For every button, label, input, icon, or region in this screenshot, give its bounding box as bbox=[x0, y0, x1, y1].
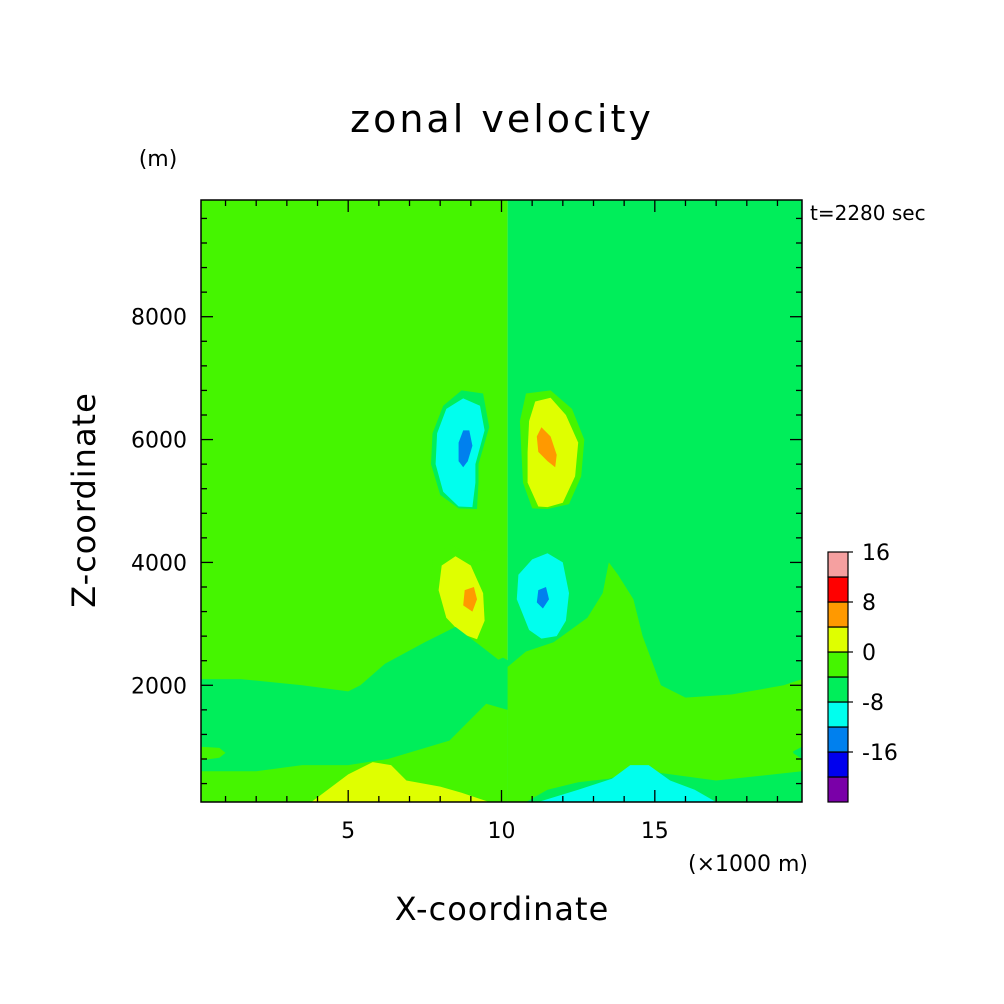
colorbar-swatch bbox=[827, 701, 849, 728]
colorbar-swatch bbox=[827, 676, 849, 703]
colorbar-label: 8 bbox=[862, 591, 876, 616]
colorbar-swatch bbox=[827, 751, 849, 778]
x-tick-label: 10 bbox=[488, 819, 516, 844]
colorbar-swatch bbox=[827, 776, 849, 803]
time-label: t=2280 sec bbox=[810, 201, 926, 225]
x-tick-label: 15 bbox=[641, 819, 669, 844]
colorbar-swatch bbox=[827, 651, 849, 678]
chart-title: zonal velocity bbox=[350, 97, 654, 141]
x-axis-label: X-coordinate bbox=[395, 890, 610, 928]
axis-ticks bbox=[201, 200, 802, 802]
contour-regions bbox=[201, 200, 802, 802]
y-tick-label: 6000 bbox=[131, 429, 187, 454]
contour-region-right-bottom-cyan bbox=[538, 765, 717, 802]
contour-region-upper-left-blue bbox=[458, 430, 473, 468]
colorbar-label: -16 bbox=[862, 741, 898, 766]
axis-tick-labels: 5 10 15 2000 4000 6000 8000 bbox=[131, 306, 669, 844]
colorbar-swatch bbox=[827, 626, 849, 653]
colorbar-label: 16 bbox=[862, 541, 890, 566]
y-tick-label: 8000 bbox=[131, 306, 187, 331]
y-tick-label: 4000 bbox=[131, 551, 187, 576]
colorbar-label: -8 bbox=[862, 691, 884, 716]
contour-region-lower-left-yellow bbox=[438, 556, 485, 640]
colorbar-swatch bbox=[827, 601, 849, 628]
contour-region-lower-left-orange bbox=[463, 587, 477, 612]
y-axis-label: Z-coordinate bbox=[65, 392, 103, 608]
y-axis-unit: (m) bbox=[139, 147, 178, 172]
x-axis-unit: (×1000 m) bbox=[688, 852, 808, 877]
colorbar-swatch bbox=[827, 551, 849, 578]
x-tick-label: 5 bbox=[341, 819, 355, 844]
contour-region-upper-right-orange bbox=[536, 427, 557, 468]
contour-region-left-notch bbox=[201, 746, 226, 761]
colorbar-swatch bbox=[827, 576, 849, 603]
colorbar: -16 -8 0 8 16 bbox=[827, 541, 898, 803]
y-tick-label: 2000 bbox=[131, 674, 187, 699]
colorbar-label: 0 bbox=[862, 641, 876, 666]
contour-region-left-bottom-yellow bbox=[311, 762, 490, 802]
colorbar-swatch bbox=[827, 726, 849, 753]
contour-region-left-low-band bbox=[201, 626, 508, 802]
contour-region-right-low-band bbox=[507, 562, 802, 802]
contour-region-lower-right-blue bbox=[536, 587, 549, 609]
contour-region-right-notch bbox=[792, 746, 802, 759]
